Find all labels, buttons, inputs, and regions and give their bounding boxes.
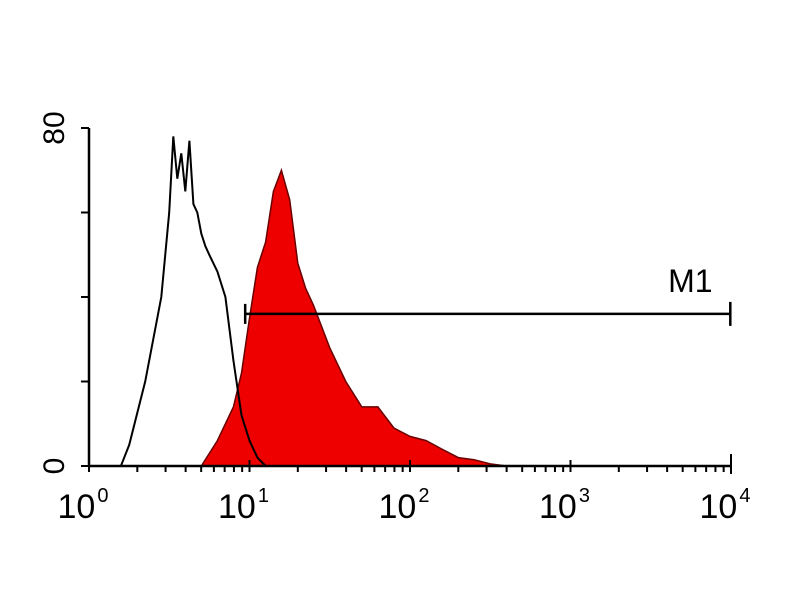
series-layer	[119, 136, 507, 467]
x-tick-label: 10 4	[700, 485, 751, 526]
outline-histogram	[119, 136, 267, 467]
marker-m1-label: M1	[668, 263, 712, 299]
x-tick-label: 10 1	[218, 485, 269, 526]
x-tick-label: 10 3	[539, 485, 590, 526]
filled-histogram	[199, 167, 507, 467]
y-tick-label: 80	[38, 111, 71, 144]
axes-layer: 0 80 10 0 10 1 10 2 10 3 10 4	[38, 111, 751, 526]
y-tick-label: 0	[38, 458, 71, 475]
x-tick-label: 10 2	[379, 485, 430, 526]
x-tick-label: 10 0	[58, 485, 109, 526]
marker-layer: M1	[243, 263, 732, 326]
